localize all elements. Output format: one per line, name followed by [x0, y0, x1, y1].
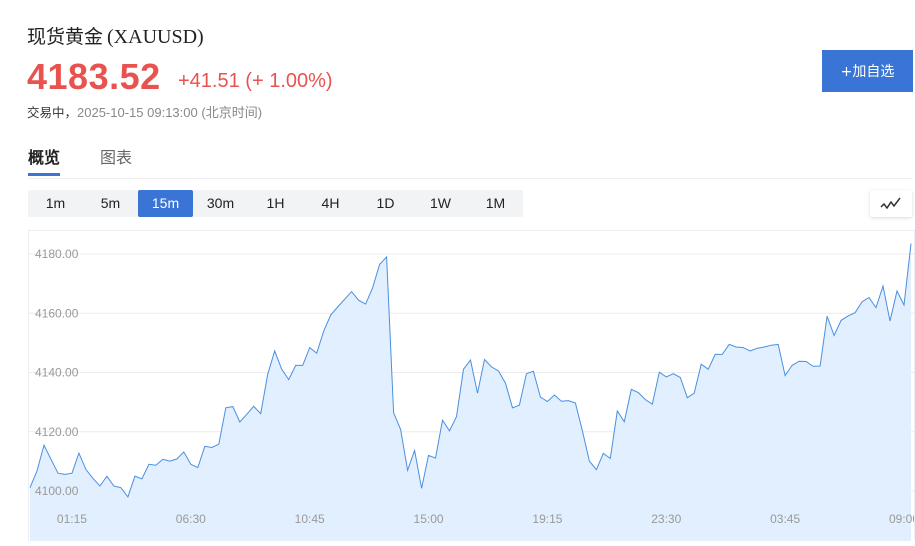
timestamp: 2025-10-15 09:13:00: [77, 105, 198, 120]
price-chart[interactable]: 4100.00 4120.00 4140.00 4160.00 4180.00 01:15…: [28, 230, 915, 541]
x-tick-label: 01:15: [57, 512, 87, 526]
area-fill: [30, 244, 911, 541]
tab-bar: 概览 图表: [28, 144, 913, 179]
y-tick-label: 4180.00: [35, 247, 79, 261]
instrument-name: 现货黄金: [27, 26, 103, 48]
instrument-title: 现货黄金(XAUUSD): [27, 22, 204, 49]
period-1H[interactable]: 1H: [248, 190, 303, 217]
price-change: +41.51 (+ 1.00%): [178, 70, 333, 93]
chart-type-button[interactable]: [870, 190, 912, 217]
y-tick-label: 4120.00: [35, 425, 79, 439]
y-tick-label: 4160.00: [35, 306, 79, 320]
line-chart-icon: [879, 196, 903, 212]
period-15m[interactable]: 15m: [138, 190, 193, 217]
change-percent: (+ 1.00%): [245, 70, 332, 92]
x-tick-label: 23:30: [651, 512, 681, 526]
x-tick-label: 10:45: [295, 512, 325, 526]
period-30m[interactable]: 30m: [193, 190, 248, 217]
x-tick-label: 06:30: [176, 512, 206, 526]
x-tick-label: 19:15: [532, 512, 562, 526]
trading-status: 交易中，2025-10-15 09:13:00 (北京时间): [27, 102, 262, 121]
x-tick-label: 09:00: [889, 512, 914, 526]
timezone: (北京时间): [201, 105, 262, 120]
add-watchlist-button[interactable]: +加自选: [822, 50, 913, 92]
period-1m[interactable]: 1m: [28, 190, 83, 217]
change-value: +41.51: [178, 70, 240, 92]
period-1W[interactable]: 1W: [413, 190, 468, 217]
y-tick-label: 4140.00: [35, 366, 79, 380]
tab-overview[interactable]: 概览: [28, 144, 60, 178]
period-1M[interactable]: 1M: [468, 190, 523, 217]
tab-chart[interactable]: 图表: [100, 144, 132, 178]
instrument-symbol: (XAUUSD): [107, 26, 204, 48]
period-4H[interactable]: 4H: [303, 190, 358, 217]
period-5m[interactable]: 5m: [83, 190, 138, 217]
status-text: 交易中，: [27, 105, 77, 120]
current-price: 4183.52: [27, 56, 161, 98]
x-tick-label: 15:00: [414, 512, 444, 526]
period-1D[interactable]: 1D: [358, 190, 413, 217]
y-tick-label: 4100.00: [35, 484, 79, 498]
price-chart-svg: 4100.00 4120.00 4140.00 4160.00 4180.00 01:15…: [29, 231, 914, 541]
x-tick-label: 03:45: [770, 512, 800, 526]
